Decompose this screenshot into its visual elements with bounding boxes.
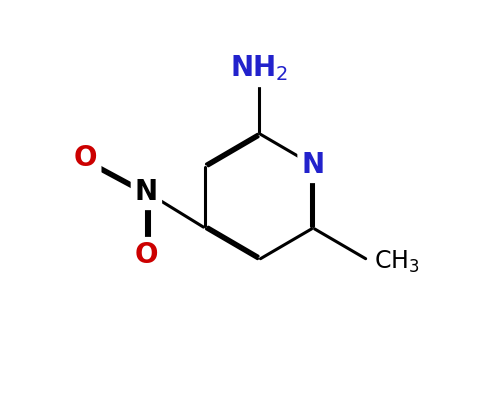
Text: O: O	[74, 144, 97, 172]
Text: N: N	[301, 151, 325, 179]
Text: NH$_2$: NH$_2$	[230, 53, 288, 83]
Text: CH$_3$: CH$_3$	[374, 249, 419, 275]
Text: O: O	[135, 241, 158, 269]
Text: N: N	[135, 178, 158, 206]
